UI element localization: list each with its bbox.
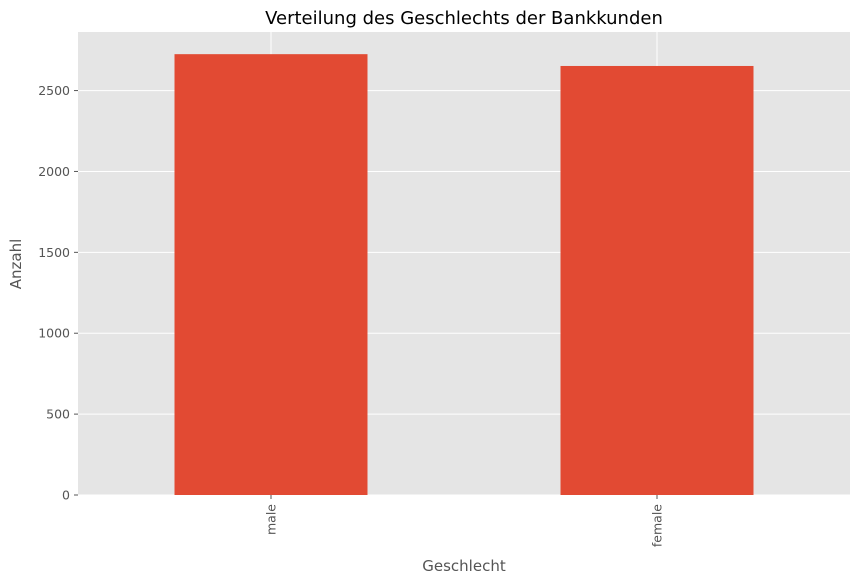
bars bbox=[174, 54, 754, 495]
y-axis-label: Anzahl bbox=[7, 239, 25, 290]
bar-female bbox=[560, 65, 754, 495]
y-axis-ticks: 0 500 1000 1500 2000 2500 bbox=[38, 83, 78, 503]
y-tick-label: 500 bbox=[46, 407, 70, 422]
x-tick-label: male bbox=[264, 504, 279, 535]
x-axis-ticks: male female bbox=[264, 495, 665, 547]
y-tick-label: 1000 bbox=[38, 326, 70, 341]
chart-title: Verteilung des Geschlechts der Bankkunde… bbox=[265, 8, 663, 29]
bar-male bbox=[174, 54, 368, 495]
y-tick-label: 2500 bbox=[38, 83, 70, 98]
y-tick-label: 2000 bbox=[38, 164, 70, 179]
x-tick-label: female bbox=[650, 504, 665, 547]
y-tick-label: 0 bbox=[62, 488, 70, 503]
x-axis-label: Geschlecht bbox=[422, 557, 506, 575]
y-tick-label: 1500 bbox=[38, 245, 70, 260]
